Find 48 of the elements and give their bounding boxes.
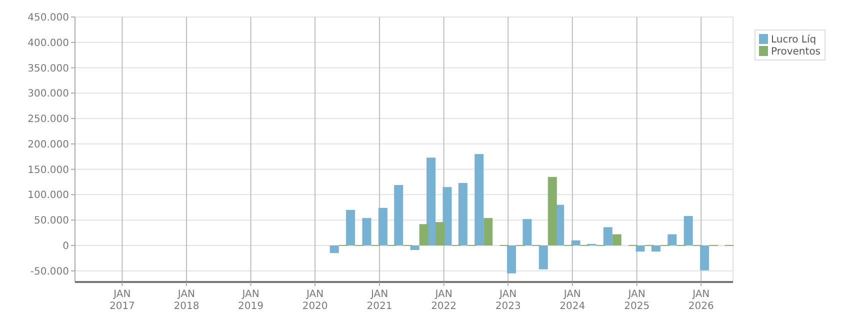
bar (571, 240, 580, 246)
bar (378, 208, 388, 246)
y-tick-label: 450.000 (28, 12, 69, 24)
y-tick-label: 100.000 (28, 190, 69, 202)
x-tick-label: JAN 2024 (560, 289, 586, 312)
x-tick-label: JAN 2018 (174, 289, 200, 312)
bar (426, 158, 436, 246)
bar (442, 187, 452, 246)
x-tick-label: JAN 2019 (238, 289, 264, 312)
bar (410, 245, 420, 250)
y-tick-label: 350.000 (28, 63, 69, 74)
bar (538, 245, 548, 270)
bar (548, 176, 557, 246)
legend-label: Proventos (771, 46, 821, 58)
x-tick-label: JAN 2017 (109, 289, 135, 312)
x-tick-label: JAN 2021 (366, 289, 392, 312)
x-tick-label: JAN 2023 (495, 289, 521, 312)
bar (522, 219, 532, 246)
bar (651, 245, 660, 252)
bar (419, 224, 428, 246)
y-tick-label: 150.000 (28, 164, 69, 176)
y-tick-label: 200.000 (28, 139, 69, 150)
bar (330, 245, 339, 254)
y-tick-label: -50.000 (30, 266, 69, 278)
bar (612, 234, 622, 246)
y-tick-label: 50.000 (34, 216, 69, 227)
bar (362, 218, 372, 246)
x-tick-label: JAN 2026 (688, 289, 714, 312)
bar (700, 245, 710, 270)
bar (668, 234, 677, 246)
y-tick-label: 400.000 (28, 38, 69, 49)
bar (436, 222, 445, 246)
bar (603, 227, 612, 246)
bar (507, 245, 516, 274)
x-tick-label: JAN 2025 (624, 289, 650, 312)
bar (474, 154, 484, 246)
y-tick-label: 300.000 (28, 88, 69, 100)
bar (458, 183, 468, 246)
y-tick-label: 250.000 (28, 114, 69, 126)
bar (394, 185, 404, 246)
bar (484, 218, 493, 246)
x-tick-label: JAN 2020 (302, 289, 328, 312)
x-tick-label: JAN 2022 (431, 289, 457, 312)
bar (346, 210, 356, 246)
bar (684, 216, 693, 246)
y-tick-label: 0 (62, 240, 69, 252)
legend-label: Lucro Líq (771, 34, 816, 46)
bar (636, 245, 645, 252)
